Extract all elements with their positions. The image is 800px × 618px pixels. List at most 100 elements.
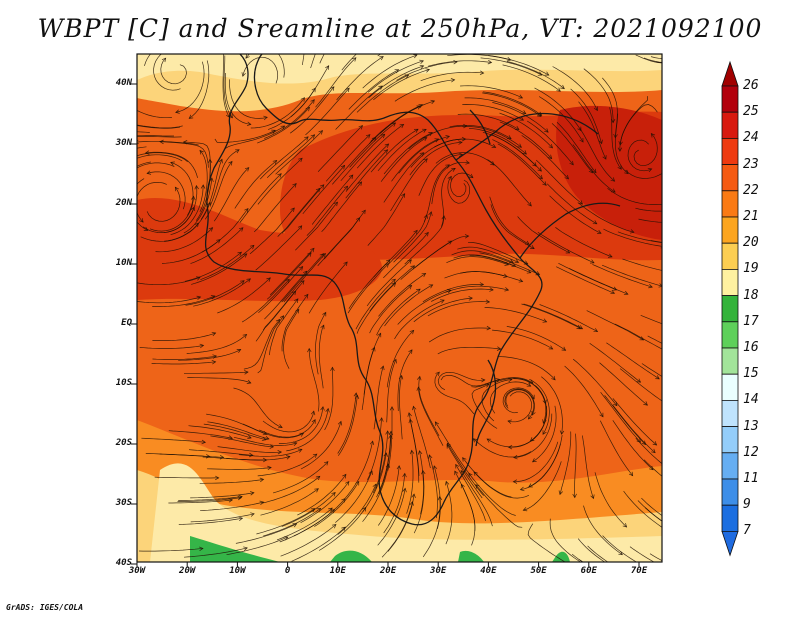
streamline-arrow-icon <box>311 87 316 93</box>
streamline <box>178 349 241 361</box>
streamline <box>242 423 304 439</box>
streamline-arrow-icon <box>320 406 325 411</box>
streamline-arrow-icon <box>267 465 272 471</box>
streamline <box>280 524 337 557</box>
temperature-field-south-green <box>190 536 570 562</box>
streamline <box>445 285 509 293</box>
colorbar-label: 20 <box>743 235 759 251</box>
streamline-arrow-icon <box>196 276 201 281</box>
streamline <box>655 61 662 64</box>
axis-ticks <box>131 83 640 567</box>
streamline-arrow-icon <box>404 74 410 79</box>
streamline <box>249 207 295 255</box>
streamline-arrow-icon <box>385 463 391 469</box>
streamline-arrow-icon <box>292 441 298 446</box>
streamline <box>281 253 324 303</box>
streamline <box>409 141 463 176</box>
streamline-arrow-icon <box>117 120 121 124</box>
streamline-arrow-icon <box>175 109 180 114</box>
streamline <box>539 304 598 332</box>
streamline-arrow-icon <box>538 174 543 180</box>
streamline <box>408 125 467 150</box>
streamline <box>418 376 440 437</box>
streamline <box>422 284 484 303</box>
streamline <box>640 314 662 325</box>
streamline <box>257 157 303 205</box>
streamline <box>362 463 389 522</box>
streamline <box>361 347 375 411</box>
streamline <box>520 443 561 491</box>
streamline <box>260 488 319 516</box>
streamline-arrow-icon <box>526 269 532 274</box>
streamline-arrow-icon <box>593 328 599 333</box>
streamline <box>612 420 654 471</box>
streamline-arrow-icon <box>512 479 518 484</box>
streamline <box>394 299 445 340</box>
streamline <box>460 470 493 527</box>
streamline-arrow-icon <box>423 214 428 219</box>
streamline-arrow-icon <box>424 231 429 237</box>
streamline <box>482 131 537 167</box>
streamline-arrow-icon <box>361 209 366 215</box>
streamline-arrow-icon <box>199 546 204 551</box>
streamline-arrow-icon <box>432 465 438 470</box>
streamline-arrow-icon <box>365 134 371 139</box>
streamline <box>486 427 543 448</box>
streamline <box>521 135 569 180</box>
streamline <box>253 183 297 233</box>
streamline-arrow-icon <box>428 132 433 137</box>
streamline-arrow-icon <box>698 219 702 223</box>
streamline <box>291 526 346 562</box>
streamline-arrow-icon <box>421 469 426 475</box>
streamline <box>431 161 470 205</box>
streamline-arrow-icon <box>401 193 406 198</box>
streamline <box>449 124 512 140</box>
streamline-arrow-icon <box>461 136 467 142</box>
streamline-arrow-icon <box>423 158 428 163</box>
streamline-arrow-icon <box>462 457 467 462</box>
streamline-arrow-icon <box>486 438 492 443</box>
streamline <box>257 107 310 144</box>
streamline <box>572 144 616 193</box>
streamline <box>497 355 556 381</box>
streamline-arrow-icon <box>697 335 701 339</box>
colorbar-swatch <box>721 399 739 427</box>
streamline <box>243 319 280 370</box>
streamline-arrow-icon <box>341 526 346 532</box>
streamline-arrow-icon <box>592 168 597 174</box>
lat-label: 40N <box>115 78 132 88</box>
streamline-arrow-icon <box>416 386 421 391</box>
streamline-arrow-icon <box>396 465 402 470</box>
streamline-arrow-icon <box>703 53 707 57</box>
streamline-arrow-icon <box>219 455 225 460</box>
streamline-arrow-icon <box>407 285 413 290</box>
streamline <box>497 143 547 186</box>
streamline <box>413 406 431 469</box>
streamline <box>517 216 570 254</box>
streamline <box>376 288 421 336</box>
streamline-arrow-icon <box>522 507 528 512</box>
streamline <box>549 195 602 234</box>
streamline-arrow-icon <box>209 177 214 183</box>
streamline-arrow-icon <box>446 443 451 449</box>
streamline <box>185 280 245 306</box>
streamline-arrow-icon <box>578 325 584 330</box>
streamline <box>535 159 583 205</box>
streamline-arrow-icon <box>275 318 281 324</box>
streamline-arrow-icon <box>589 259 595 264</box>
streamline-arrow-icon <box>314 488 319 493</box>
streamline <box>373 366 384 430</box>
streamline-arrow-icon <box>435 371 440 376</box>
streamline <box>153 54 181 91</box>
streamline <box>154 476 219 479</box>
streamline-arrow-icon <box>445 134 451 140</box>
streamline-arrow-icon <box>215 475 220 481</box>
streamline <box>325 134 371 182</box>
streamline-arrow-icon <box>578 200 584 205</box>
streamline-arrow-icon <box>277 449 283 455</box>
streamline-arrow-icon <box>558 490 563 496</box>
streamline-arrow-icon <box>504 287 510 292</box>
streamline-arrow-icon <box>518 278 524 283</box>
streamline-arrow-icon <box>337 420 343 426</box>
streamline-arrow-icon <box>447 175 452 181</box>
